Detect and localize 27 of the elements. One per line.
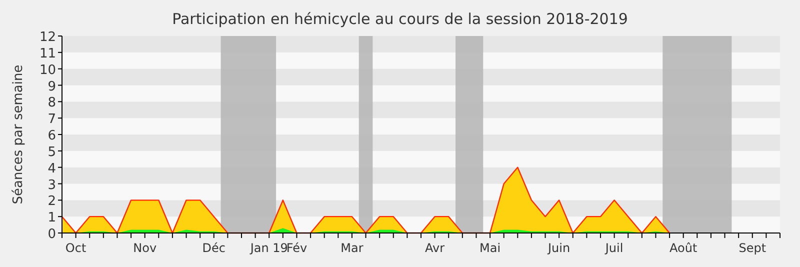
y-tick-label: 9 bbox=[48, 79, 56, 94]
y-tick-label: 10 bbox=[39, 62, 56, 78]
y-tick-label: 5 bbox=[48, 144, 56, 160]
y-tick-label: 0 bbox=[48, 227, 56, 242]
x-tick-label: Déc bbox=[202, 241, 226, 255]
x-tick-label: Oct bbox=[65, 241, 86, 255]
y-tick-label: 7 bbox=[48, 112, 56, 128]
x-tick-label: Mai bbox=[480, 241, 501, 255]
y-tick-label: 3 bbox=[48, 178, 56, 193]
x-tick-label: Août bbox=[670, 241, 698, 255]
x-tick-label: Mar bbox=[340, 241, 364, 255]
y-tick-label: 4 bbox=[48, 161, 56, 176]
y-tick-label: 2 bbox=[48, 194, 56, 210]
y-tick-label: 1 bbox=[48, 210, 56, 226]
y-axis-title: Séances par semaine bbox=[11, 64, 26, 204]
x-tick-label: Jan 19 bbox=[249, 241, 288, 255]
x-tick-label: Nov bbox=[133, 241, 157, 255]
x-tick-label: Sept bbox=[738, 241, 766, 255]
y-tick-label: 12 bbox=[39, 30, 56, 45]
x-tick-label: Fév bbox=[286, 241, 308, 255]
y-tick-label: 6 bbox=[48, 128, 56, 144]
x-tick-label: Juil bbox=[604, 241, 624, 255]
y-tick-label: 11 bbox=[39, 46, 56, 62]
y-tick-label: 8 bbox=[48, 96, 56, 111]
x-tick-label: Juin bbox=[547, 241, 570, 255]
chart-title: Participation en hémicycle au cours de la session 2018-2019 bbox=[172, 10, 628, 28]
x-tick-label: Avr bbox=[425, 241, 445, 255]
